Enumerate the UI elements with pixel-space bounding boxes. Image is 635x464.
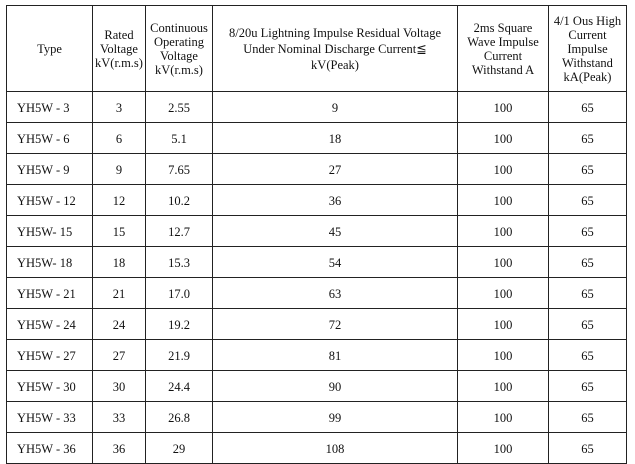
table-row: YH5W - 3 3 2.55 9 100 65	[6, 91, 627, 123]
cell-continuous-voltage: 24.4	[145, 370, 213, 402]
cell-continuous-voltage: 21.9	[145, 339, 213, 371]
cell-high-current: 65	[548, 432, 627, 464]
cell-residual-voltage: 72	[212, 308, 458, 340]
cell-residual-voltage: 81	[212, 339, 458, 371]
cell-residual-voltage: 9	[212, 91, 458, 123]
table-row: YH5W - 36 36 29 108 100 65	[6, 432, 627, 464]
cell-continuous-voltage: 2.55	[145, 91, 213, 123]
cell-high-current: 65	[548, 277, 627, 309]
table-row: YH5W- 15 15 12.7 45 100 65	[6, 215, 627, 247]
cell-type: YH5W - 12	[6, 184, 93, 216]
cell-square-wave: 100	[457, 153, 549, 185]
cell-high-current: 65	[548, 370, 627, 402]
table-row: YH5W - 33 33 26.8 99 100 65	[6, 401, 627, 433]
table-row: YH5W - 9 9 7.65 27 100 65	[6, 153, 627, 185]
cell-rated-voltage: 3	[92, 91, 146, 123]
cell-rated-voltage: 27	[92, 339, 146, 371]
cell-continuous-voltage: 29	[145, 432, 213, 464]
cell-square-wave: 100	[457, 184, 549, 216]
cell-square-wave: 100	[457, 370, 549, 402]
cell-rated-voltage: 15	[92, 215, 146, 247]
cell-continuous-voltage: 26.8	[145, 401, 213, 433]
cell-rated-voltage: 9	[92, 153, 146, 185]
cell-residual-voltage: 18	[212, 122, 458, 154]
cell-residual-voltage: 54	[212, 246, 458, 278]
cell-continuous-voltage: 19.2	[145, 308, 213, 340]
cell-high-current: 65	[548, 153, 627, 185]
cell-type: YH5W - 36	[6, 432, 93, 464]
cell-square-wave: 100	[457, 339, 549, 371]
cell-residual-voltage: 90	[212, 370, 458, 402]
header-type: Type	[6, 5, 93, 92]
cell-high-current: 65	[548, 401, 627, 433]
header-square-wave: 2ms Square Wave Impulse Current Withstan…	[457, 5, 549, 92]
cell-type: YH5W - 33	[6, 401, 93, 433]
cell-rated-voltage: 21	[92, 277, 146, 309]
cell-type: YH5W - 27	[6, 339, 93, 371]
header-continuous-voltage: Continuous Operating Voltage kV(r.m.s)	[145, 5, 213, 92]
cell-high-current: 65	[548, 246, 627, 278]
cell-continuous-voltage: 17.0	[145, 277, 213, 309]
cell-continuous-voltage: 12.7	[145, 215, 213, 247]
cell-high-current: 65	[548, 91, 627, 123]
cell-rated-voltage: 30	[92, 370, 146, 402]
cell-square-wave: 100	[457, 91, 549, 123]
cell-square-wave: 100	[457, 215, 549, 247]
cell-square-wave: 100	[457, 122, 549, 154]
cell-continuous-voltage: 7.65	[145, 153, 213, 185]
cell-square-wave: 100	[457, 246, 549, 278]
cell-high-current: 65	[548, 122, 627, 154]
cell-type: YH5W - 21	[6, 277, 93, 309]
table-row: YH5W - 21 21 17.0 63 100 65	[6, 277, 627, 309]
cell-square-wave: 100	[457, 277, 549, 309]
cell-high-current: 65	[548, 215, 627, 247]
cell-residual-voltage: 36	[212, 184, 458, 216]
cell-rated-voltage: 36	[92, 432, 146, 464]
cell-type: YH5W- 15	[6, 215, 93, 247]
cell-square-wave: 100	[457, 401, 549, 433]
cell-square-wave: 100	[457, 308, 549, 340]
cell-square-wave: 100	[457, 432, 549, 464]
cell-rated-voltage: 12	[92, 184, 146, 216]
arrester-spec-table: Type Rated Voltage kV(r.m.s) Continuous …	[6, 5, 627, 464]
table-body: YH5W - 3 3 2.55 9 100 65 YH5W - 6 6 5.1 …	[6, 91, 627, 464]
cell-residual-voltage: 99	[212, 401, 458, 433]
table-row: YH5W - 6 6 5.1 18 100 65	[6, 122, 627, 154]
cell-type: YH5W - 3	[6, 91, 93, 123]
header-row: Type Rated Voltage kV(r.m.s) Continuous …	[6, 5, 627, 92]
cell-rated-voltage: 6	[92, 122, 146, 154]
cell-continuous-voltage: 5.1	[145, 122, 213, 154]
header-rated-voltage: Rated Voltage kV(r.m.s)	[92, 5, 146, 92]
cell-continuous-voltage: 15.3	[145, 246, 213, 278]
cell-type: YH5W - 24	[6, 308, 93, 340]
cell-residual-voltage: 45	[212, 215, 458, 247]
cell-type: YH5W - 30	[6, 370, 93, 402]
table-row: YH5W - 27 27 21.9 81 100 65	[6, 339, 627, 371]
table-row: YH5W - 24 24 19.2 72 100 65	[6, 308, 627, 340]
cell-continuous-voltage: 10.2	[145, 184, 213, 216]
cell-rated-voltage: 18	[92, 246, 146, 278]
table-row: YH5W - 30 30 24.4 90 100 65	[6, 370, 627, 402]
cell-residual-voltage: 108	[212, 432, 458, 464]
cell-rated-voltage: 24	[92, 308, 146, 340]
header-high-current: 4/1 Ous High Current Impulse Withstand k…	[548, 5, 627, 92]
header-residual-voltage: 8/20u Lightning Impulse Residual Voltage…	[212, 5, 458, 92]
cell-residual-voltage: 63	[212, 277, 458, 309]
cell-type: YH5W- 18	[6, 246, 93, 278]
cell-type: YH5W - 9	[6, 153, 93, 185]
cell-high-current: 65	[548, 339, 627, 371]
table-row: YH5W - 12 12 10.2 36 100 65	[6, 184, 627, 216]
table-row: YH5W- 18 18 15.3 54 100 65	[6, 246, 627, 278]
cell-high-current: 65	[548, 184, 627, 216]
cell-high-current: 65	[548, 308, 627, 340]
cell-type: YH5W - 6	[6, 122, 93, 154]
cell-residual-voltage: 27	[212, 153, 458, 185]
cell-rated-voltage: 33	[92, 401, 146, 433]
